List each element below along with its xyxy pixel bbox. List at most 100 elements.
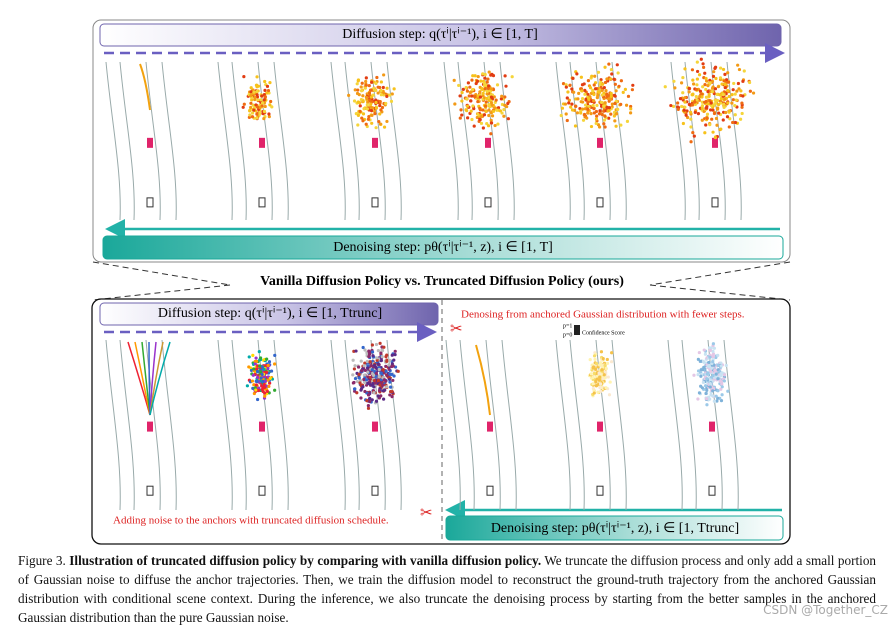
- sample-point: [353, 376, 358, 381]
- road-line: [667, 339, 683, 511]
- sample-point: [453, 102, 457, 106]
- sample-point: [482, 113, 487, 117]
- sample-point: [475, 115, 479, 120]
- sample-point: [695, 60, 699, 64]
- sample-point: [359, 85, 363, 89]
- sample-point: [361, 112, 366, 116]
- road-line: [119, 61, 135, 221]
- watermark: CSDN @Together_CZ: [763, 603, 888, 617]
- sample-point: [735, 89, 739, 93]
- road-line: [231, 339, 247, 511]
- sample-point: [255, 379, 259, 384]
- sample-point: [252, 367, 256, 371]
- sample-point: [669, 103, 673, 108]
- sample-point: [609, 77, 613, 81]
- sample-point: [252, 90, 256, 94]
- sample-point: [370, 350, 375, 354]
- sample-point: [376, 91, 380, 95]
- sample-point: [377, 388, 382, 393]
- sample-point: [361, 94, 365, 98]
- sample-point: [736, 63, 740, 67]
- sample-point: [486, 77, 490, 81]
- sample-point: [359, 396, 363, 400]
- sample-point: [599, 350, 604, 354]
- sample-point: [694, 87, 699, 92]
- sample-point: [737, 67, 742, 72]
- sample-point: [354, 349, 358, 353]
- sample-point: [352, 99, 357, 103]
- sample-point: [360, 116, 364, 120]
- sample-point: [368, 360, 372, 364]
- sample-point: [724, 110, 728, 115]
- sample-point: [703, 100, 707, 104]
- figure: Diffusion step: q(τⁱ|τⁱ⁻¹), i ∈ [1, T] D…: [91, 19, 791, 545]
- diffusion-label: Diffusion step: q(τⁱ|τⁱ⁻¹), i ∈ [1, T]: [342, 27, 538, 42]
- sample-point: [576, 97, 580, 101]
- sample-point: [631, 83, 635, 87]
- sample-point: [487, 98, 491, 102]
- sample-point: [614, 112, 619, 116]
- sample-point: [591, 375, 595, 380]
- sample-point: [705, 388, 709, 392]
- sample-point: [626, 94, 631, 98]
- sample-point: [366, 393, 371, 397]
- sample-point: [369, 88, 373, 92]
- sample-point: [721, 118, 725, 122]
- sample-point: [579, 111, 583, 115]
- sample-point: [370, 398, 374, 402]
- sample-point: [629, 111, 633, 115]
- vehicle: [708, 485, 716, 496]
- sample-point: [504, 84, 508, 88]
- sample-point: [572, 90, 576, 94]
- sample-point: [473, 94, 477, 99]
- sample-point: [255, 369, 260, 374]
- sample-point: [489, 118, 493, 122]
- sample-point: [259, 376, 263, 380]
- sample-point: [698, 89, 703, 93]
- road-line: [595, 339, 611, 511]
- sample-point: [625, 119, 630, 123]
- sample-point: [714, 116, 719, 121]
- sample-point: [379, 88, 383, 93]
- sample-point: [719, 364, 723, 368]
- sample-point: [564, 85, 568, 89]
- sample-point: [392, 358, 396, 362]
- sample-point: [570, 87, 574, 91]
- sample-point: [708, 123, 712, 127]
- sample-point: [587, 96, 591, 101]
- road-line: [569, 61, 585, 221]
- sample-point: [482, 83, 487, 88]
- connector: [92, 261, 791, 301]
- vehicle: [146, 485, 154, 496]
- sample-point: [392, 87, 396, 91]
- sample-point: [730, 101, 734, 105]
- sample-point: [382, 378, 387, 382]
- sample-point: [367, 350, 372, 354]
- sample-point: [483, 72, 487, 77]
- road-line: [119, 339, 135, 511]
- sample-point: [688, 110, 693, 114]
- sample-point: [683, 67, 687, 71]
- sample-point: [490, 103, 494, 107]
- sample-point: [260, 387, 264, 392]
- sample-point: [362, 364, 366, 368]
- sample-point: [719, 387, 723, 391]
- sample-point: [259, 98, 263, 102]
- sample-point: [739, 89, 743, 93]
- sample-point: [596, 390, 600, 394]
- sample-point: [584, 97, 588, 101]
- sample-point: [580, 89, 584, 93]
- sample-point: [711, 349, 715, 354]
- sample-point: [678, 96, 683, 101]
- sample-point: [382, 125, 387, 129]
- sample-point: [262, 109, 267, 114]
- vehicle: [596, 485, 604, 496]
- sample-point: [672, 79, 676, 83]
- vehicle: [484, 197, 492, 208]
- sample-point: [374, 126, 378, 130]
- sample-point: [356, 79, 360, 83]
- sample-point: [586, 111, 590, 115]
- sample-point: [723, 86, 727, 90]
- sample-point: [470, 78, 474, 82]
- sample-point: [356, 100, 360, 104]
